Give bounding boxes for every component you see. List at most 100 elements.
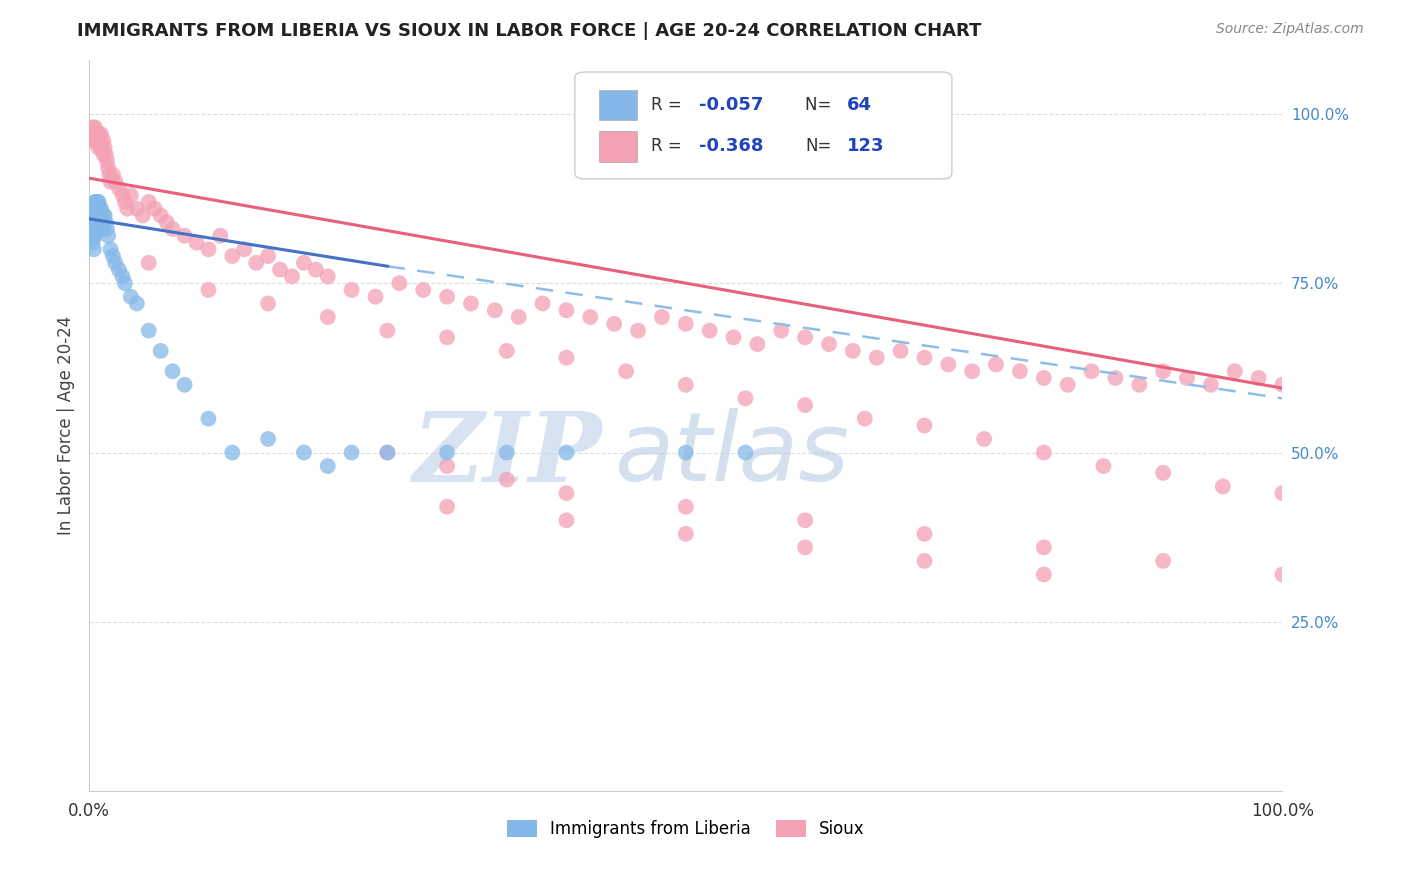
Point (108, 262, 131, 277)
Point (651, 310, 673, 324)
Point (973, 432, 995, 446)
Point (83, 228, 105, 243)
Point (292, 445, 315, 459)
Point (83, 127, 105, 141)
Point (579, 310, 602, 324)
Text: N=: N= (806, 137, 831, 155)
Text: 64: 64 (846, 96, 872, 114)
Point (1175, 371, 1198, 385)
Point (82, 235, 104, 250)
Point (197, 242, 219, 256)
Point (104, 256, 127, 270)
Point (1223, 364, 1246, 378)
Point (97, 228, 120, 243)
Point (87, 222, 110, 236)
Point (93, 209, 115, 223)
Point (675, 500, 697, 514)
Point (508, 310, 530, 324)
Point (914, 351, 936, 365)
Point (82, 228, 104, 243)
Point (87, 141, 110, 155)
Point (87, 202, 110, 216)
Point (100, 242, 122, 256)
Point (84, 215, 107, 229)
Point (125, 202, 148, 216)
Point (87, 194, 110, 209)
Point (555, 513, 578, 527)
FancyBboxPatch shape (599, 89, 637, 120)
Point (86, 222, 108, 236)
Point (675, 317, 697, 331)
Point (90, 209, 112, 223)
Point (794, 330, 817, 344)
Point (111, 269, 134, 284)
Point (257, 296, 280, 310)
Point (734, 445, 756, 459)
Point (890, 343, 912, 358)
Point (83, 134, 105, 148)
Point (94, 147, 117, 161)
Point (138, 324, 160, 338)
Point (138, 194, 160, 209)
Point (388, 276, 411, 290)
Point (603, 317, 626, 331)
Point (436, 445, 458, 459)
Point (84, 202, 107, 216)
Point (794, 398, 817, 412)
Point (1152, 554, 1174, 568)
Point (101, 249, 124, 263)
Point (936, 358, 959, 372)
Point (87, 127, 110, 141)
Point (1104, 371, 1126, 385)
Point (1008, 364, 1031, 378)
Point (734, 392, 756, 406)
Point (914, 554, 936, 568)
Point (89, 209, 111, 223)
Point (281, 269, 304, 284)
Point (84, 120, 107, 135)
Point (89, 134, 111, 148)
Point (86, 202, 108, 216)
Point (984, 358, 1007, 372)
Point (84, 222, 107, 236)
Point (84, 134, 107, 148)
Point (340, 445, 363, 459)
Point (83, 222, 105, 236)
Point (675, 377, 697, 392)
Point (117, 202, 139, 216)
Point (555, 351, 578, 365)
Text: N=: N= (806, 96, 837, 114)
Point (209, 228, 232, 243)
Point (162, 364, 184, 378)
Point (162, 222, 184, 236)
Point (555, 303, 578, 318)
Point (914, 526, 936, 541)
Point (484, 303, 506, 318)
Point (794, 541, 817, 555)
Point (84, 209, 107, 223)
Point (627, 324, 650, 338)
Point (84, 215, 107, 229)
Point (93, 134, 115, 148)
Point (770, 324, 793, 338)
Point (555, 445, 578, 459)
Point (495, 445, 517, 459)
Point (108, 181, 131, 195)
Text: -0.057: -0.057 (699, 96, 763, 114)
Point (89, 222, 111, 236)
Point (1152, 364, 1174, 378)
Text: ZIP: ZIP (412, 408, 602, 501)
Text: Source: ZipAtlas.com: Source: ZipAtlas.com (1216, 22, 1364, 37)
Point (101, 168, 124, 182)
Point (1128, 377, 1150, 392)
Point (377, 445, 399, 459)
Point (84, 127, 107, 141)
Point (1032, 445, 1054, 459)
Point (114, 276, 136, 290)
Point (93, 141, 115, 155)
Point (173, 228, 195, 243)
Point (84, 194, 107, 209)
Point (138, 256, 160, 270)
Y-axis label: In Labor Force | Age 20-24: In Labor Force | Age 20-24 (58, 316, 75, 535)
Point (104, 175, 127, 189)
